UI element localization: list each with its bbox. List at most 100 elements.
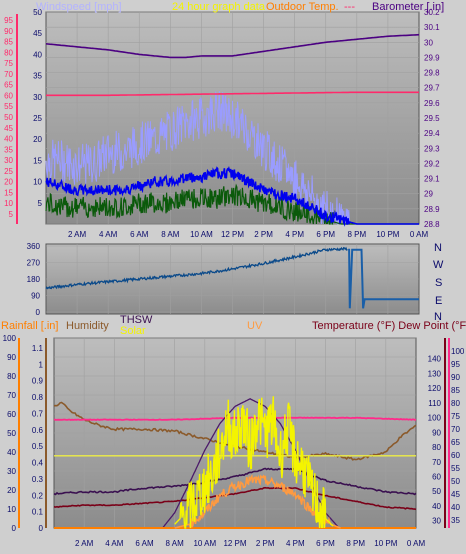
temp-tick-95: 95: [4, 16, 13, 25]
climate-series-group: [53, 396, 417, 529]
rain-tick-40: 40: [7, 448, 16, 457]
temp-tick-30: 30: [4, 156, 13, 165]
temp-tick-120: 120: [428, 384, 442, 393]
wind-x-tick-4-pm: 4 PM: [285, 230, 304, 239]
baro-tick-30-1: 30.1: [424, 23, 440, 32]
series-wind-direction: [45, 246, 348, 290]
humidity-tick-1: 1: [39, 360, 44, 369]
compass-n-bottom: N: [434, 311, 442, 323]
temp-tick-110: 110: [428, 399, 441, 408]
wind-x-tick-12-pm: 12 PM: [221, 230, 244, 239]
temp-tick-70: 70: [432, 458, 441, 467]
clim-x-tick-0-am: 0 AM: [407, 539, 426, 548]
temp-tick-25: 25: [4, 167, 13, 176]
dew-point-axis: 35 40 45 50 55 60 65 70 75 80 85 90 95 100: [448, 338, 465, 528]
baro-tick-29-5: 29.5: [424, 114, 440, 123]
wind-left-tick-30: 30: [33, 93, 42, 102]
rainfall-label: Rainfall [.in]: [1, 320, 58, 332]
wind-x-axis: 2 AM 4 AM 6 AM 8 AM 10 AM 12 PM 2 PM 4 PM 6 PM 8 …: [68, 230, 428, 239]
temp-tick-60: 60: [432, 472, 441, 481]
dir-tick-270: 270: [27, 259, 41, 268]
temp-tick-100: 100: [428, 414, 442, 423]
wind-x-tick-6-am: 6 AM: [130, 230, 149, 239]
wind-left-tick-5: 5: [38, 199, 43, 208]
humidity-tick-0-4: 0.4: [32, 459, 44, 468]
dew-tick-50: 50: [451, 477, 460, 486]
humidity-tick-0-5: 0.5: [32, 442, 44, 451]
clim-x-tick-10-am: 10 AM: [193, 539, 216, 548]
clim-x-tick-12-pm: 12 PM: [223, 539, 246, 548]
temp-tick-60: 60: [4, 91, 13, 100]
wind-x-tick-4-am: 4 AM: [99, 230, 118, 239]
temp-tick-140: 140: [428, 355, 442, 364]
temp-tick-10: 10: [4, 199, 13, 208]
dir-tick-0: 0: [36, 308, 41, 317]
wind-x-tick-8-pm: 8 PM: [347, 230, 366, 239]
temp-tick-15: 15: [4, 188, 13, 197]
temp-tick-90: 90: [432, 428, 441, 437]
baro-tick-30: 30: [424, 38, 433, 47]
rain-tick-0: 0: [12, 524, 17, 533]
outdoor-temp-dash: ---: [344, 1, 355, 13]
humidity-label: Humidity: [66, 320, 109, 332]
clim-x-tick-6-am: 6 AM: [135, 539, 154, 548]
temp-tick-75: 75: [4, 59, 13, 68]
dew-tick-35: 35: [451, 516, 460, 525]
temp-tick-55: 55: [4, 102, 13, 111]
uv-label: UV: [247, 320, 263, 332]
temp-tick-30: 30: [432, 517, 441, 526]
humidity-tick-0: 0: [39, 524, 44, 533]
wind-left-tick-20: 20: [33, 135, 42, 144]
temp-tick-40: 40: [432, 502, 441, 511]
wind-left-tick-40: 40: [33, 50, 42, 59]
temp-tick-50: 50: [4, 113, 13, 122]
temp-tick-40: 40: [4, 135, 13, 144]
temperature-label: Temperature (°F) Dew Point (°F): [312, 320, 466, 332]
series-outdoor-temp: [46, 91, 419, 97]
dew-tick-75: 75: [451, 412, 460, 421]
wind-left-tick-15: 15: [33, 156, 42, 165]
wind-x-tick-8-am: 8 AM: [161, 230, 180, 239]
thsw-label: THSW: [120, 314, 153, 326]
compass-n: N: [434, 242, 442, 254]
dew-tick-65: 65: [451, 438, 460, 447]
windspeed-label: Windspeed [mph]: [36, 1, 122, 13]
temp-tick-80: 80: [4, 48, 13, 57]
direction-gridlines: [46, 244, 419, 314]
compass-s: S: [435, 277, 442, 289]
rain-tick-50: 50: [7, 429, 16, 438]
direction-series-group: [45, 246, 419, 309]
direction-y-axis: 0 90 180 270 360: [27, 242, 41, 317]
temp-tick-65: 65: [4, 81, 13, 90]
temp-tick-5: 5: [9, 210, 14, 219]
series-windspeed: [45, 165, 419, 227]
temperature-axis: 30 40 50 60 70 80 90 100 110 120 130 140: [428, 338, 446, 528]
dir-tick-180: 180: [27, 275, 41, 284]
wind-left-tick-50: 50: [33, 8, 42, 17]
temp-tick-80: 80: [432, 443, 441, 452]
humidity-tick-0-1: 0.1: [32, 508, 44, 517]
clim-x-tick-4-pm: 4 PM: [286, 539, 305, 548]
dew-tick-85: 85: [451, 386, 460, 395]
wind-x-tick-10-pm: 10 PM: [376, 230, 399, 239]
dew-tick-100: 100: [451, 347, 465, 356]
series-temperature: [53, 486, 417, 511]
rain-tick-10: 10: [7, 505, 16, 514]
series-barometer: [45, 33, 420, 59]
temp-tick-35: 35: [4, 145, 13, 154]
wind-left-tick-25: 25: [33, 114, 42, 123]
temp-tick-20: 20: [4, 178, 13, 187]
rainfall-axis: 0 10 20 30 40 50 60 70 80 90 100: [3, 334, 20, 533]
wind-series-group: [45, 33, 420, 227]
humidity-axis: 0 0.1 0.2 0.3 0.4 0.5 0.6 0.7 0.8 0.9 1 1.1: [32, 338, 47, 533]
dir-tick-90: 90: [31, 292, 40, 301]
humidity-tick-0-9: 0.9: [32, 377, 44, 386]
dew-tick-40: 40: [451, 503, 460, 512]
clim-x-tick-10-pm: 10 PM: [374, 539, 397, 548]
temp-tick-45: 45: [4, 124, 13, 133]
chart-title: 24 hour graph data: [172, 1, 266, 13]
climate-x-axis: 2 AM 4 AM 6 AM 8 AM 10 AM 12 PM 2 PM 4 PM 6 PM 8 …: [75, 539, 425, 548]
solar-label: Solar: [120, 325, 146, 337]
